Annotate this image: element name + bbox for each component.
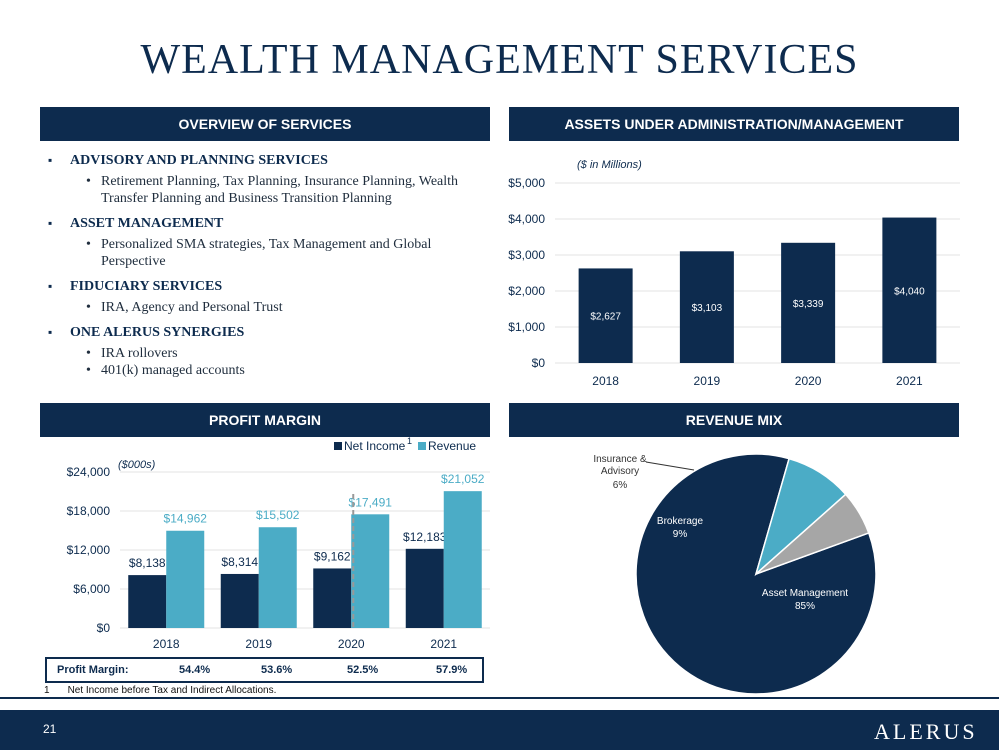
- x-tick-label: 2018: [592, 374, 619, 388]
- x-tick-label: 2020: [338, 637, 365, 651]
- bar: [443, 491, 482, 628]
- profit-margin-row: Profit Margin: 54.4% 53.6% 52.5% 57.9%: [45, 657, 484, 683]
- bar: [258, 527, 297, 628]
- service-item: IRA, Agency and Personal Trust: [56, 299, 496, 316]
- bar: [405, 548, 444, 628]
- y-tick-label: $2,000: [508, 284, 545, 298]
- overview-header: OVERVIEW OF SERVICES: [40, 107, 490, 141]
- service-item: Retirement Planning, Tax Planning, Insur…: [56, 173, 496, 207]
- x-tick-label: 2020: [795, 374, 822, 388]
- bar: [578, 268, 633, 363]
- bar: [166, 530, 205, 628]
- service-heading: ASSET MANAGEMENT: [48, 216, 496, 232]
- aum-chart: ($ in Millions) $0 $1,000 $2,000 $3,000 $4,00…: [508, 159, 960, 388]
- slice-label: Insurance &: [593, 454, 647, 465]
- service-heading: ONE ALERUS SYNERGIES: [48, 325, 496, 341]
- legend-label: Net Income: [344, 439, 406, 453]
- slice-label: Brokerage: [657, 516, 704, 527]
- y-tick-label: $1,000: [508, 320, 545, 334]
- bar: [220, 573, 259, 628]
- alerus-logo: ALERUS: [874, 719, 978, 744]
- x-tick-label: 2021: [896, 374, 923, 388]
- bar: [128, 575, 167, 628]
- legend-label: Revenue: [428, 439, 476, 453]
- service-heading: FIDUCIARY SERVICES: [48, 279, 496, 295]
- bar-data-label: $8,138: [129, 556, 166, 570]
- x-tick-label: 2021: [430, 637, 457, 651]
- page-number: 21: [43, 722, 57, 736]
- revenue-mix-chart: Asset Management 85% Brokerage 9% Insurance …: [593, 453, 877, 695]
- x-tick-label: 2019: [694, 374, 721, 388]
- bar-data-label: $3,103: [692, 303, 723, 314]
- legend-swatch: [418, 442, 426, 450]
- y-tick-label: $18,000: [67, 504, 111, 518]
- slice-label: Asset Management: [762, 588, 848, 599]
- profit-header: PROFIT MARGIN: [40, 403, 490, 437]
- slice-label: Advisory: [601, 466, 639, 477]
- bar-data-label: $8,314: [221, 555, 258, 569]
- chart-subtitle: ($ in Millions): [577, 159, 642, 171]
- x-tick-label: 2018: [153, 637, 180, 651]
- footer-bar: [0, 710, 999, 750]
- bar-data-label: $14,962: [164, 512, 208, 526]
- service-item: IRA rollovers: [56, 345, 496, 362]
- y-tick-label: $12,000: [67, 543, 111, 557]
- slice-percent: 9%: [673, 529, 688, 540]
- y-tick-label: $3,000: [508, 248, 545, 262]
- bar: [313, 568, 352, 628]
- profit-margin-label: Profit Margin:: [57, 664, 129, 676]
- service-item: 401(k) managed accounts: [56, 362, 496, 379]
- footnote: 1 Net Income before Tax and Indirect Allo…: [44, 685, 294, 696]
- bar: [679, 251, 734, 363]
- legend-footnote-marker: 1: [407, 436, 412, 446]
- bar-data-label: $9,162: [314, 549, 351, 563]
- leader-line: [645, 461, 695, 471]
- bar-data-label: $21,052: [441, 472, 485, 486]
- legend-swatch: [334, 442, 342, 450]
- services-list: ADVISORY AND PLANNING SERVICES Retiremen…: [48, 146, 496, 379]
- x-tick-label: 2019: [245, 637, 272, 651]
- footnote-marker: 1: [44, 685, 50, 696]
- slice-percent: 6%: [613, 480, 628, 491]
- assets-header: ASSETS UNDER ADMINISTRATION/MANAGEMENT: [509, 107, 959, 141]
- y-tick-label: $4,000: [508, 212, 545, 226]
- revenue-mix-header: REVENUE MIX: [509, 403, 959, 437]
- bar-data-label: $12,183: [403, 530, 447, 544]
- profit-chart: ($000s) $0 $6,000 $12,000 $18,000 $24,000 Net …: [67, 436, 490, 651]
- service-item: Personalized SMA strategies, Tax Managem…: [56, 236, 496, 270]
- page-title: WEALTH MANAGEMENT SERVICES: [140, 37, 859, 83]
- y-tick-label: $5,000: [508, 176, 545, 190]
- profit-margin-value: 57.9%: [436, 664, 468, 676]
- bar-data-label: $2,627: [590, 312, 621, 323]
- profit-margin-value: 52.5%: [347, 664, 379, 676]
- bar-data-label: $4,040: [894, 286, 925, 297]
- y-tick-label: $0: [532, 356, 546, 370]
- bar: [351, 514, 390, 628]
- y-tick-label: $24,000: [67, 465, 111, 479]
- bar: [882, 217, 937, 363]
- pie-slice: [755, 493, 870, 575]
- profit-margin-value: 53.6%: [261, 664, 293, 676]
- y-tick-label: $6,000: [73, 582, 110, 596]
- footer-divider: [0, 697, 999, 699]
- profit-margin-value: 54.4%: [179, 664, 211, 676]
- bar-data-label: $15,502: [256, 508, 300, 522]
- service-heading: ADVISORY AND PLANNING SERVICES: [48, 153, 496, 169]
- slice-percent: 85%: [795, 601, 815, 612]
- chart-subtitle: ($000s): [118, 459, 156, 471]
- footnote-text: Net Income before Tax and Indirect Alloc…: [67, 685, 277, 696]
- bar: [781, 242, 836, 363]
- y-tick-label: $0: [97, 621, 111, 635]
- bar-data-label: $3,339: [793, 299, 824, 310]
- bar-data-label: $17,491: [349, 495, 393, 509]
